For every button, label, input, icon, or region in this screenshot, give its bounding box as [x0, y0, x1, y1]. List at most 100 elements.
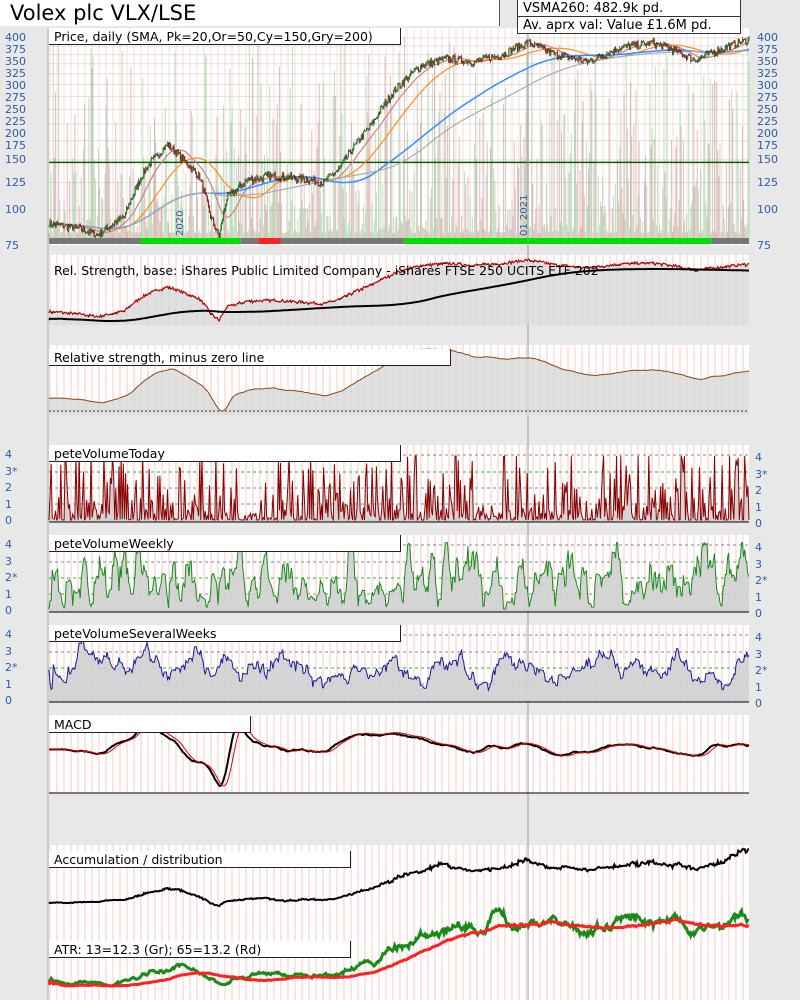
volume-bar: [385, 121, 387, 238]
candle: [357, 139, 359, 141]
candle: [185, 160, 187, 162]
volume-bar: [134, 232, 136, 238]
candle: [326, 178, 328, 181]
candle: [99, 234, 101, 236]
candle: [669, 47, 671, 49]
volume-bar: [128, 230, 130, 238]
candle: [730, 43, 732, 50]
volume-bar: [595, 96, 597, 238]
rs-panel-title: Rel. Strength, base: iShares Public Limi…: [54, 263, 599, 278]
volume-bar: [284, 232, 286, 238]
volume-bar: [444, 75, 446, 238]
volume-bar: [652, 220, 654, 238]
volume-tick-left: 3: [5, 554, 12, 568]
volume-bar: [210, 230, 212, 238]
candle: [555, 52, 557, 54]
volume-bar: [723, 218, 725, 238]
candle: [271, 174, 273, 176]
volume-bar: [348, 168, 350, 238]
volume-bar: [474, 73, 476, 238]
volume-bar: [339, 135, 341, 238]
volume-bar: [426, 231, 428, 238]
volume-bar: [594, 56, 596, 239]
volume-bar: [470, 231, 472, 238]
candle: [444, 56, 446, 58]
volume-bar: [488, 230, 490, 238]
candle: [164, 144, 166, 150]
candle: [170, 143, 172, 150]
candle: [184, 156, 186, 161]
candle: [338, 167, 340, 170]
candle: [55, 222, 58, 226]
candle: [141, 179, 143, 181]
candle: [593, 61, 595, 62]
candle: [433, 59, 436, 63]
candle: [581, 61, 583, 63]
volume-bar: [672, 232, 674, 238]
candle: [285, 179, 287, 181]
candle: [606, 53, 608, 58]
volume-tick-right: 0: [755, 517, 762, 530]
candle: [549, 48, 551, 55]
candle: [62, 223, 64, 228]
status-segment: [711, 238, 749, 244]
candle: [609, 50, 611, 56]
volume-bar: [255, 232, 257, 238]
volume-bar: [491, 98, 493, 239]
candle: [454, 55, 456, 63]
volume-bar: [564, 113, 566, 238]
volume-bar: [519, 232, 521, 238]
candle: [259, 176, 261, 181]
volume-bar: [472, 232, 474, 238]
candle: [458, 56, 460, 58]
candle: [345, 156, 347, 159]
candle: [531, 44, 534, 47]
candle: [372, 121, 374, 124]
price-tick-right: 300: [757, 79, 778, 92]
volume-bar: [154, 118, 156, 238]
volume-bar: [280, 152, 282, 238]
volume-bar: [458, 136, 460, 238]
volume-bar: [632, 214, 634, 238]
candle: [333, 173, 335, 176]
candle: [607, 53, 609, 55]
candle: [269, 173, 271, 181]
candle: [554, 52, 556, 55]
candle: [517, 43, 520, 52]
candle: [605, 56, 607, 58]
candle: [682, 56, 684, 58]
volume-bar: [326, 215, 328, 238]
volume-bar: [450, 231, 452, 238]
candle: [670, 48, 673, 50]
volume-bar: [192, 215, 194, 238]
volume-bar: [522, 201, 524, 238]
candle: [293, 175, 296, 179]
price-tick-right: 400: [757, 31, 778, 44]
candle: [344, 156, 346, 159]
candle: [456, 61, 458, 63]
volume-bar: [705, 202, 707, 238]
candle: [743, 38, 745, 40]
volume-bar: [214, 232, 216, 238]
volume-bar: [303, 174, 305, 238]
candle: [613, 47, 615, 54]
volume-bar: [291, 47, 293, 238]
volume-bar: [199, 230, 201, 238]
candle: [142, 177, 144, 180]
candle: [623, 45, 625, 47]
volume-bar: [719, 143, 721, 238]
volume-bar: [59, 199, 61, 238]
volume-bar: [742, 125, 744, 238]
volume-bar: [580, 226, 582, 238]
candle: [341, 163, 343, 166]
candle: [110, 226, 113, 228]
volume-bar: [289, 88, 291, 239]
volume-bar: [635, 89, 637, 239]
volume-bar: [338, 179, 340, 238]
candle: [540, 45, 542, 47]
candle: [212, 217, 214, 219]
candle: [104, 228, 106, 232]
candle: [521, 44, 523, 47]
candle: [208, 205, 211, 213]
candle: [628, 44, 631, 50]
